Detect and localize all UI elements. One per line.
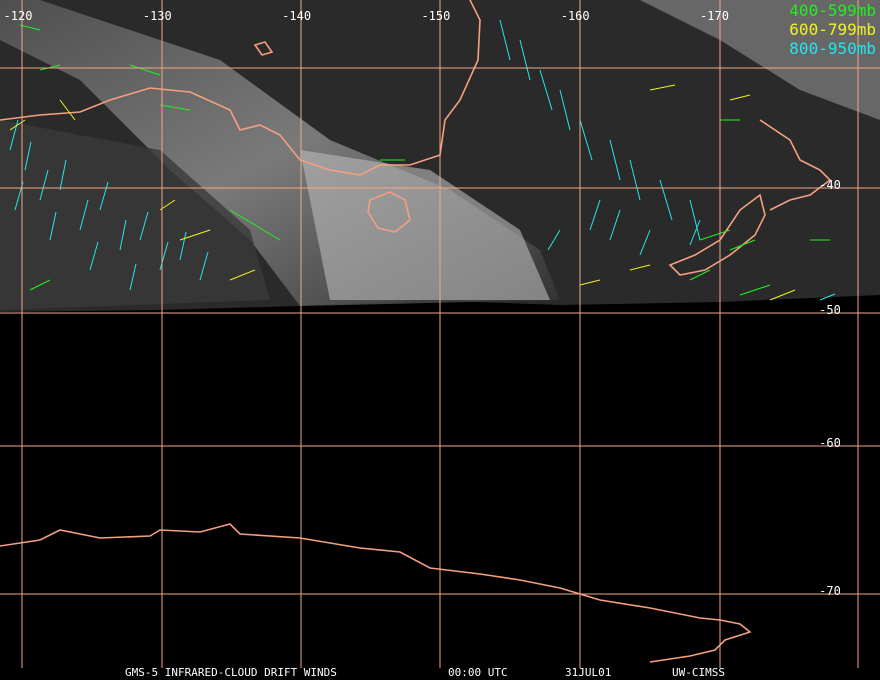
- footer-text: GMS-5 INFRARED-CLOUD DRIFT WINDS: [125, 666, 337, 679]
- footer-text: 31JUL01: [565, 666, 611, 679]
- coastlines: [0, 0, 832, 663]
- longitude-label: -130: [143, 9, 172, 23]
- wind-barbs: [9, 19, 836, 301]
- latitude-label: -70: [819, 584, 841, 598]
- longitude-label: -150: [421, 9, 450, 23]
- longitude-label: -120: [4, 9, 33, 23]
- legend-entry: 600-799mb: [789, 20, 876, 39]
- latitude-label: -60: [819, 436, 841, 450]
- latitude-label: -40: [819, 178, 841, 192]
- longitude-label: -140: [282, 9, 311, 23]
- longitude-label: -170: [700, 9, 729, 23]
- labels: -120 -130 -140 -150 -160 -170 -40 -50 -60 -70 400-…: [4, 1, 876, 679]
- longitude-label: -160: [561, 9, 590, 23]
- latitude-label: -50: [819, 303, 841, 317]
- legend-entry: 400-599mb: [789, 1, 876, 20]
- footer-text: UW-CIMSS: [672, 666, 725, 679]
- footer-text: 00:00 UTC: [448, 666, 508, 679]
- legend-entry: 800-950mb: [789, 39, 876, 58]
